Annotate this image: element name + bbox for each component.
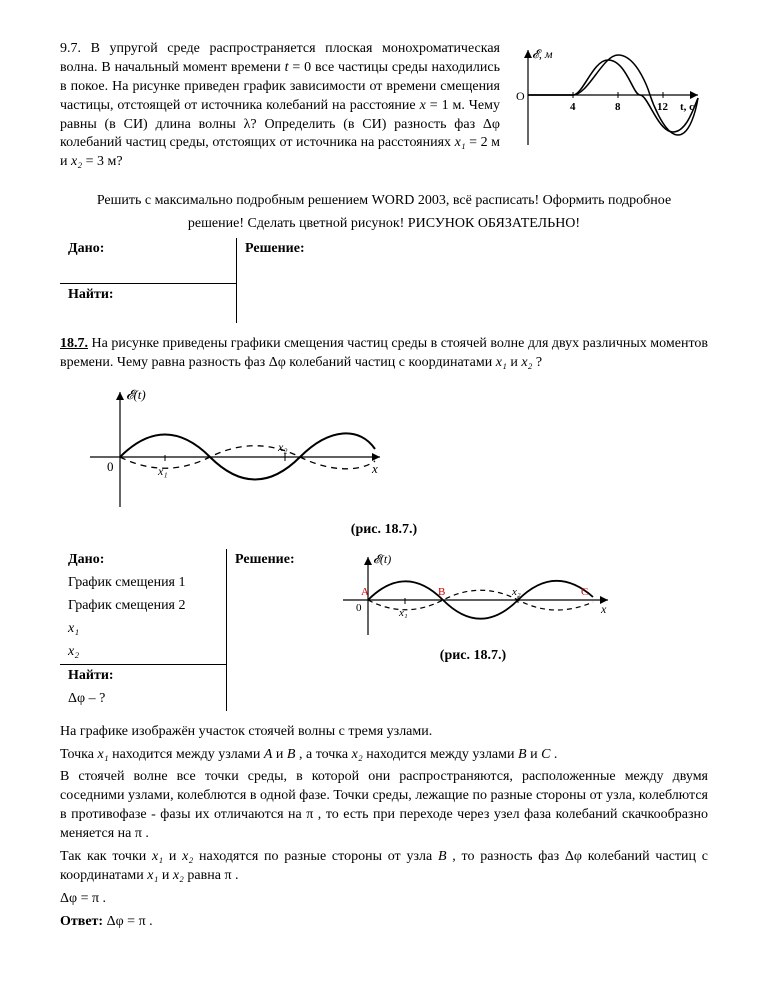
fig187-cap2: (рис. 18.7.) [323,647,623,666]
x1-var: x₁ [455,135,466,150]
figure-97: 𝓔, м O 4 8 12 t, с [508,40,708,150]
s4a: Так как точки [60,849,152,864]
s4b: и [163,849,182,864]
fig187-cap1: (рис. 18.7.) [60,521,708,540]
s2-x1: x₁ [97,747,108,762]
p187-table-row: Дано: Решение: График смещения 1 График … [60,545,708,722]
t-seg5: = 3 м? [82,154,122,169]
problem-97-text: 9.7. В упругой среде распространяется пл… [60,40,508,176]
svg-text:t, с: t, с [680,101,694,113]
svg-text:x: x [371,461,378,476]
svg-text:4: 4 [570,101,576,113]
s4-x1b: x₁ [147,868,158,883]
svg-text:0: 0 [107,459,114,474]
s4c: находятся по разные стороны от узла [193,849,438,864]
t187-g2: График смещения 2 [60,595,227,618]
svg-text:x₂: x₂ [511,586,521,598]
s4-x2: x₂ [182,849,193,864]
s2-x2: x₂ [352,747,363,762]
t187-x1: x₁ [60,618,227,641]
svg-text:A: A [361,586,369,598]
p187-x1: x₁ [496,355,507,370]
sol-ans: Ответ: Δφ = π . [60,913,708,932]
svg-text:0: 0 [356,602,362,614]
svg-text:𝓔(t): 𝓔(t) [126,387,146,402]
p187-text: 18.7. На рисунке приведены графики смеще… [60,335,708,373]
svg-text:x₂: x₂ [277,440,288,454]
svg-text:x: x [600,602,607,616]
ans-l: Ответ: [60,914,107,929]
p187-num: 18.7. [60,336,88,351]
p187-dphi: Δφ [269,355,286,370]
p187-x2: x₂ [521,355,532,370]
svg-text:8: 8 [615,101,621,113]
t97-empty [60,261,237,284]
svg-text:12: 12 [657,101,669,113]
sol-s2: Точка x₁ находится между узлами A и B , … [60,746,708,765]
instr-line1: Решить с максимально подробным решением … [60,192,708,211]
fig-187-2: A B C 𝓔(t) 0 x x₁ x₂ (рис. 18.7.) [323,545,623,672]
s2f: и [527,747,542,762]
ans-r: Δφ = π . [107,914,153,929]
t187-g1: График смещения 1 [60,572,227,595]
instr-line2: решение! Сделать цветной рисунок! РИСУНО… [60,215,708,234]
p187-rest2: колебаний частиц с координатами [286,355,496,370]
problem-97-row: 9.7. В упругой среде распространяется пл… [60,40,708,176]
p97-para: 9.7. В упругой среде распространяется пл… [60,40,500,172]
s4-x1: x₁ [152,849,163,864]
fig97-ylabel: 𝓔, м [532,47,553,61]
s2c: и [272,747,287,762]
fig97-O: O [516,89,525,103]
s4-B: B [438,849,447,864]
t187-dano: Дано: [60,549,227,572]
t97-dano: Дано: [60,238,237,261]
t187-x2: x₂ [60,641,227,664]
t187-naiti: Найти: [60,664,227,687]
fig-187-1: 𝓔(t) 0 x x₁ x₂ [60,377,708,517]
s2a: Точка [60,747,97,762]
svg-text:B: B [438,586,445,598]
sol-s3: В стоячей волне все точки среды, в котор… [60,768,708,844]
t187-res: Решение: [227,549,314,572]
s4-x2b: x₂ [173,868,184,883]
svg-text:x₁: x₁ [398,607,408,619]
s4d: , то разность фаз [447,849,565,864]
t97-res: Решение: [237,238,554,261]
t187-dphi: Δφ – ? [60,688,227,711]
svg-text:C: C [581,586,588,598]
p187-q: ? [532,355,542,370]
x2-var: x₂ [71,154,82,169]
s2g: . [550,747,557,762]
t97-naiti: Найти: [60,283,237,306]
s2e: находится между узлами [363,747,518,762]
sol-s4: Так как точки x₁ и x₂ находятся по разны… [60,848,708,886]
svg-text:𝓔(t): 𝓔(t) [373,552,391,566]
sol-eq: Δφ = π . [60,890,708,909]
svg-text:x₁: x₁ [157,464,168,478]
s4f: и [158,868,173,883]
s2d: , а точка [295,747,351,762]
sol-s1: На графике изображён участок стоячей вол… [60,723,708,742]
table-187: Дано: Решение: График смещения 1 График … [60,549,313,710]
s4g: равна π . [184,868,239,883]
s2b: находится между узлами [109,747,264,762]
s2-B2: B [518,747,527,762]
table-97: Дано: Решение: Найти: [60,238,553,323]
s2-C: C [541,747,550,762]
s4-dphi: Δφ [565,849,582,864]
p187-and: и [507,355,522,370]
